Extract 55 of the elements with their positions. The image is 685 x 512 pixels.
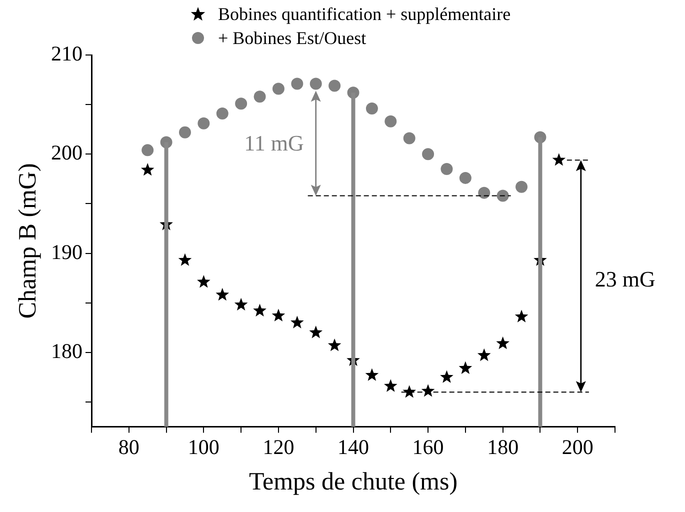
point bbox=[178, 253, 192, 266]
point bbox=[514, 310, 528, 322]
point bbox=[477, 348, 491, 362]
y-tick-label: 190 bbox=[51, 240, 82, 264]
point bbox=[216, 288, 230, 301]
point bbox=[496, 190, 509, 202]
point bbox=[309, 326, 323, 338]
x-tick-label: 180 bbox=[487, 434, 519, 459]
point bbox=[422, 148, 434, 160]
point bbox=[272, 82, 284, 95]
point bbox=[366, 102, 378, 115]
point bbox=[496, 336, 510, 350]
point bbox=[197, 275, 210, 288]
point bbox=[198, 117, 210, 130]
point bbox=[235, 98, 248, 110]
y-tick-label: 200 bbox=[51, 140, 82, 165]
point bbox=[328, 338, 342, 352]
x-tick-label: 200 bbox=[562, 434, 594, 459]
point bbox=[142, 144, 154, 156]
point bbox=[272, 308, 286, 322]
point bbox=[253, 304, 266, 316]
x-tick-label: 100 bbox=[188, 434, 220, 459]
point bbox=[291, 78, 304, 90]
y-tick-label: 210 bbox=[51, 42, 82, 66]
point bbox=[384, 115, 397, 128]
legend-label: + Bobines Est/Ouest bbox=[218, 28, 366, 48]
point bbox=[365, 368, 379, 381]
point bbox=[458, 361, 472, 374]
y-axis-title: Champ B (mG) bbox=[14, 163, 42, 319]
x-axis-title: Temps de chute (ms) bbox=[248, 468, 458, 496]
point bbox=[478, 186, 490, 199]
point bbox=[328, 80, 341, 92]
point bbox=[140, 163, 154, 176]
point bbox=[216, 107, 228, 120]
point bbox=[310, 78, 322, 90]
point bbox=[440, 163, 453, 176]
point bbox=[552, 153, 566, 166]
legend-label: Bobines quantification + supplémentaire bbox=[218, 4, 511, 24]
point bbox=[440, 370, 454, 383]
y-tick-label: 180 bbox=[51, 338, 82, 363]
point bbox=[516, 180, 528, 193]
x-tick-label: 80 bbox=[118, 434, 140, 459]
point bbox=[459, 172, 472, 184]
point bbox=[234, 298, 248, 311]
annotation: 11 mG bbox=[244, 130, 304, 156]
point bbox=[178, 126, 191, 138]
point bbox=[254, 90, 266, 103]
point bbox=[402, 385, 416, 398]
point bbox=[290, 316, 304, 328]
point bbox=[403, 132, 416, 144]
x-tick-label: 160 bbox=[412, 434, 444, 459]
point bbox=[384, 379, 398, 392]
annotation: 23 mG bbox=[594, 266, 656, 292]
x-tick-label: 120 bbox=[262, 434, 294, 459]
x-tick-label: 140 bbox=[338, 434, 369, 459]
